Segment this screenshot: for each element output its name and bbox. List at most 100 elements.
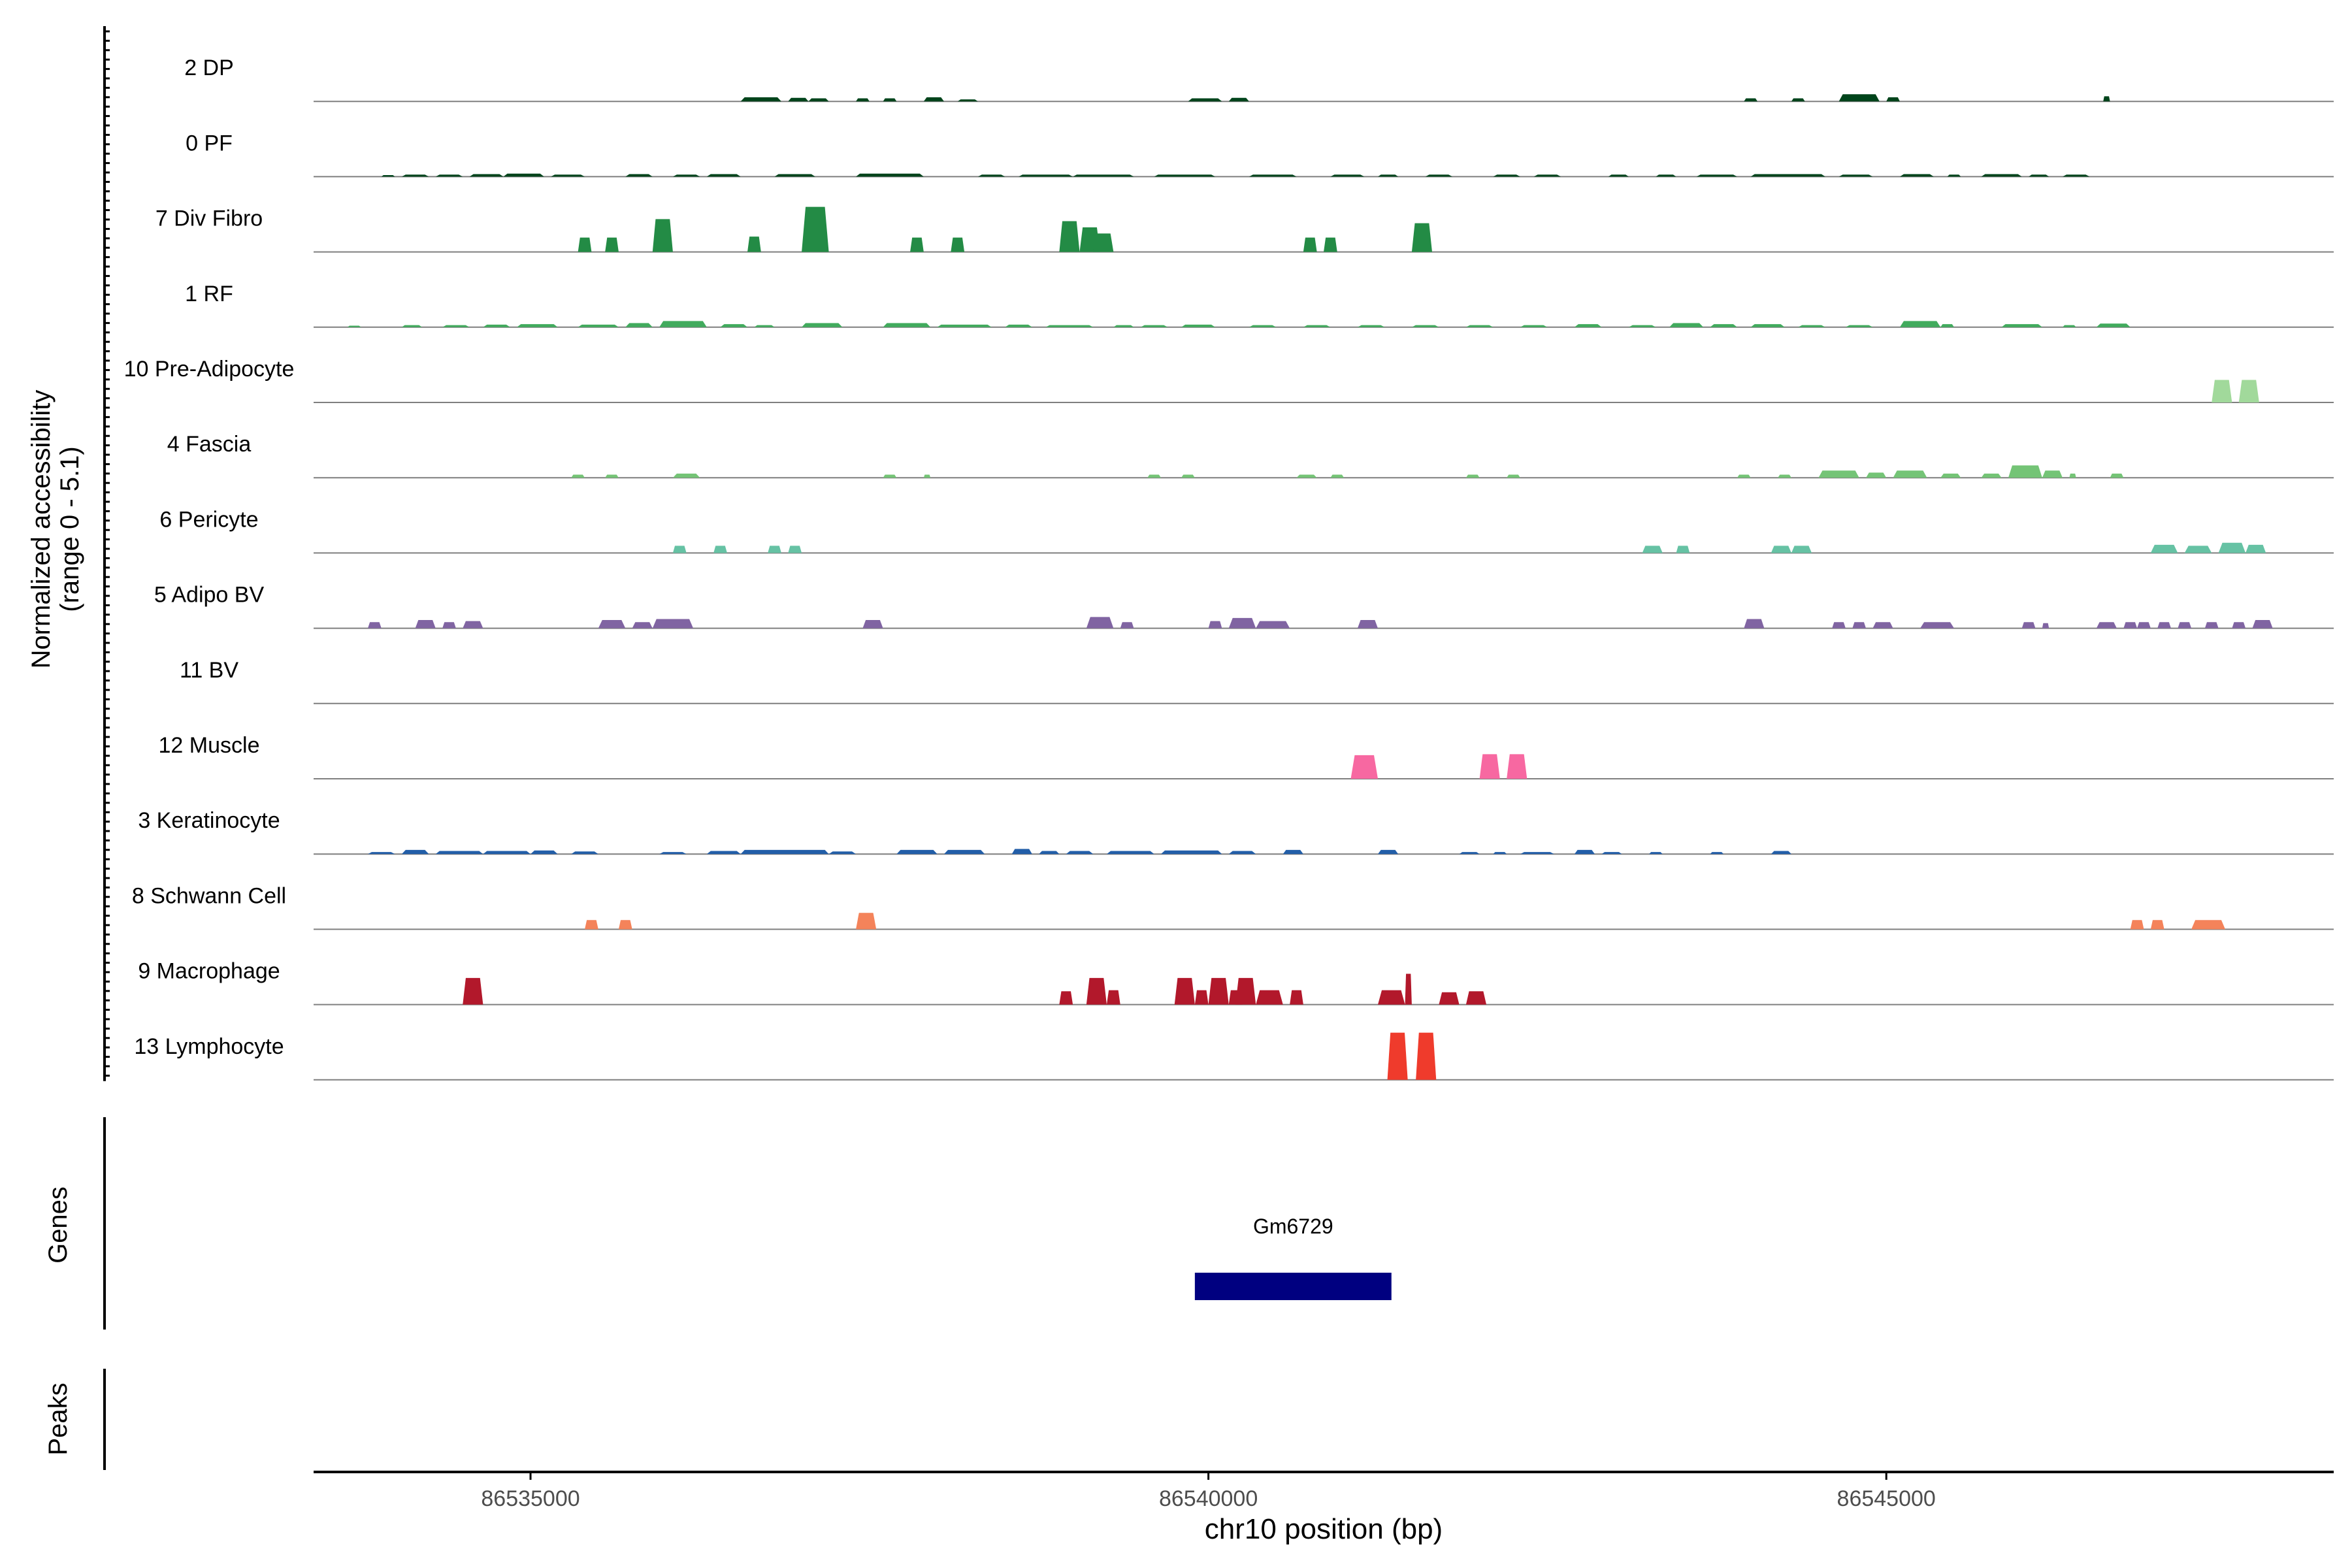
accessibility-peak bbox=[1608, 174, 1629, 177]
accessibility-peak bbox=[2178, 622, 2192, 629]
accessibility-peak bbox=[1073, 174, 1134, 177]
accessibility-peak bbox=[1574, 324, 1602, 327]
accessibility-peak bbox=[1120, 622, 1134, 629]
accessibility-peak bbox=[415, 620, 436, 629]
accessibility-peak bbox=[923, 474, 931, 478]
accessibility-peak bbox=[1750, 174, 1825, 177]
accessibility-peak bbox=[1676, 546, 1690, 553]
track: 11 BV bbox=[180, 658, 2334, 704]
accessibility-peak bbox=[1249, 325, 1277, 327]
accessibility-peak bbox=[551, 174, 585, 177]
track: 6 Pericyte bbox=[159, 507, 2334, 554]
accessibility-peak bbox=[672, 174, 700, 177]
track-label: 12 Muscle bbox=[159, 733, 260, 758]
accessibility-peak bbox=[1981, 473, 2002, 478]
accessibility-peak bbox=[2150, 544, 2178, 553]
accessibility-peak bbox=[442, 325, 470, 327]
accessibility-peak bbox=[1039, 851, 1060, 855]
accessibility-peak bbox=[1174, 977, 1195, 1005]
accessibility-peak bbox=[1106, 851, 1154, 855]
accessibility-peak bbox=[910, 237, 924, 252]
accessibility-peak bbox=[571, 851, 598, 855]
accessibility-peak bbox=[943, 849, 985, 855]
accessibility-peak bbox=[828, 851, 857, 855]
accessibility-peak bbox=[1744, 619, 1765, 629]
accessibility-peak bbox=[1282, 849, 1303, 855]
accessibility-peak bbox=[2218, 542, 2246, 553]
accessibility-peak bbox=[768, 546, 781, 553]
accessibility-peak bbox=[1140, 325, 1168, 327]
accessibility-peak bbox=[1940, 473, 1961, 478]
track: 8 Schwann Cell bbox=[132, 883, 2334, 930]
accessibility-peak bbox=[2103, 96, 2110, 102]
accessibility-peak bbox=[401, 325, 423, 327]
accessibility-peak bbox=[1465, 474, 1480, 478]
accessibility-peak bbox=[977, 174, 1005, 177]
track-label: 10 Pre-Adipocyte bbox=[124, 357, 295, 382]
accessibility-peak bbox=[442, 622, 456, 629]
accessibility-peak bbox=[1045, 325, 1094, 327]
accessibility-peak bbox=[1181, 474, 1195, 478]
accessibility-peak bbox=[747, 237, 761, 252]
accessibility-peak bbox=[937, 324, 992, 327]
accessibility-peak bbox=[1106, 990, 1120, 1005]
accessibility-peak bbox=[774, 174, 815, 177]
accessibility-peak bbox=[1520, 852, 1554, 855]
accessibility-peak bbox=[1533, 174, 1561, 177]
accessibility-peak bbox=[1249, 174, 1297, 177]
accessibility-peak bbox=[713, 546, 727, 553]
accessibility-peak bbox=[1228, 97, 1249, 102]
accessibility-peak bbox=[706, 174, 741, 177]
accessibility-peak bbox=[2062, 174, 2090, 177]
accessibility-peak bbox=[659, 852, 687, 855]
accessibility-peak bbox=[517, 324, 558, 327]
accessibility-peak bbox=[1357, 620, 1379, 629]
accessibility-peak bbox=[1852, 622, 1867, 629]
accessibility-peak bbox=[1086, 617, 1114, 629]
accessibility-peak bbox=[1838, 94, 1880, 102]
accessibility-peak bbox=[2238, 380, 2259, 402]
accessibility-tracks: 2 DP 0 PF 7 Div Fibro 1 RF 10 Pre-Adipocyte 4… bbox=[124, 56, 2334, 1081]
accessibility-peak bbox=[754, 325, 775, 327]
accessibility-peak bbox=[1465, 325, 1494, 327]
accessibility-peak bbox=[923, 97, 944, 102]
accessibility-peak bbox=[1669, 323, 1704, 327]
accessibility-peak bbox=[1208, 977, 1229, 1005]
y-axis bbox=[103, 26, 110, 1081]
accessibility-peak bbox=[802, 323, 843, 327]
accessibility-peak bbox=[1642, 546, 1663, 553]
accessibility-peak bbox=[1832, 622, 1846, 629]
accessibility-peak bbox=[2042, 470, 2063, 478]
accessibility-peak bbox=[1256, 990, 1283, 1005]
accessibility-peak bbox=[1290, 990, 1303, 1005]
accessibility-peak bbox=[1791, 98, 1805, 102]
track-label: 3 Keratinocyte bbox=[138, 808, 280, 833]
accessibility-peak bbox=[585, 920, 598, 930]
accessibility-peak bbox=[1160, 850, 1222, 855]
accessibility-peak bbox=[883, 474, 897, 478]
accessibility-peak bbox=[463, 621, 483, 629]
accessibility-peak bbox=[531, 850, 558, 855]
accessibility-peak bbox=[1465, 991, 1487, 1005]
x-tick-label: 86540000 bbox=[1159, 1486, 1258, 1511]
accessibility-peak bbox=[1387, 1032, 1408, 1080]
accessibility-peak bbox=[1439, 992, 1460, 1005]
accessibility-peak bbox=[1737, 474, 1751, 478]
accessibility-peak bbox=[1350, 755, 1379, 779]
track: 13 Lymphocyte bbox=[134, 1032, 2334, 1081]
accessibility-peak bbox=[1981, 174, 2022, 177]
accessibility-peak bbox=[862, 620, 883, 629]
accessibility-peak bbox=[1710, 852, 1724, 855]
x-axis-label: chr10 position (bp) bbox=[1205, 1513, 1443, 1545]
track: 3 Keratinocyte bbox=[138, 808, 2334, 855]
accessibility-peak bbox=[883, 323, 931, 327]
accessibility-peak bbox=[463, 977, 483, 1005]
accessibility-peak bbox=[740, 849, 829, 855]
accessibility-peak bbox=[1181, 324, 1215, 327]
accessibility-peak bbox=[368, 852, 395, 855]
accessibility-peak bbox=[1228, 617, 1256, 629]
accessibility-peak bbox=[347, 325, 361, 327]
accessibility-peak bbox=[2130, 920, 2144, 930]
accessibility-peak bbox=[1899, 321, 1941, 327]
accessibility-peak bbox=[1019, 174, 1073, 177]
